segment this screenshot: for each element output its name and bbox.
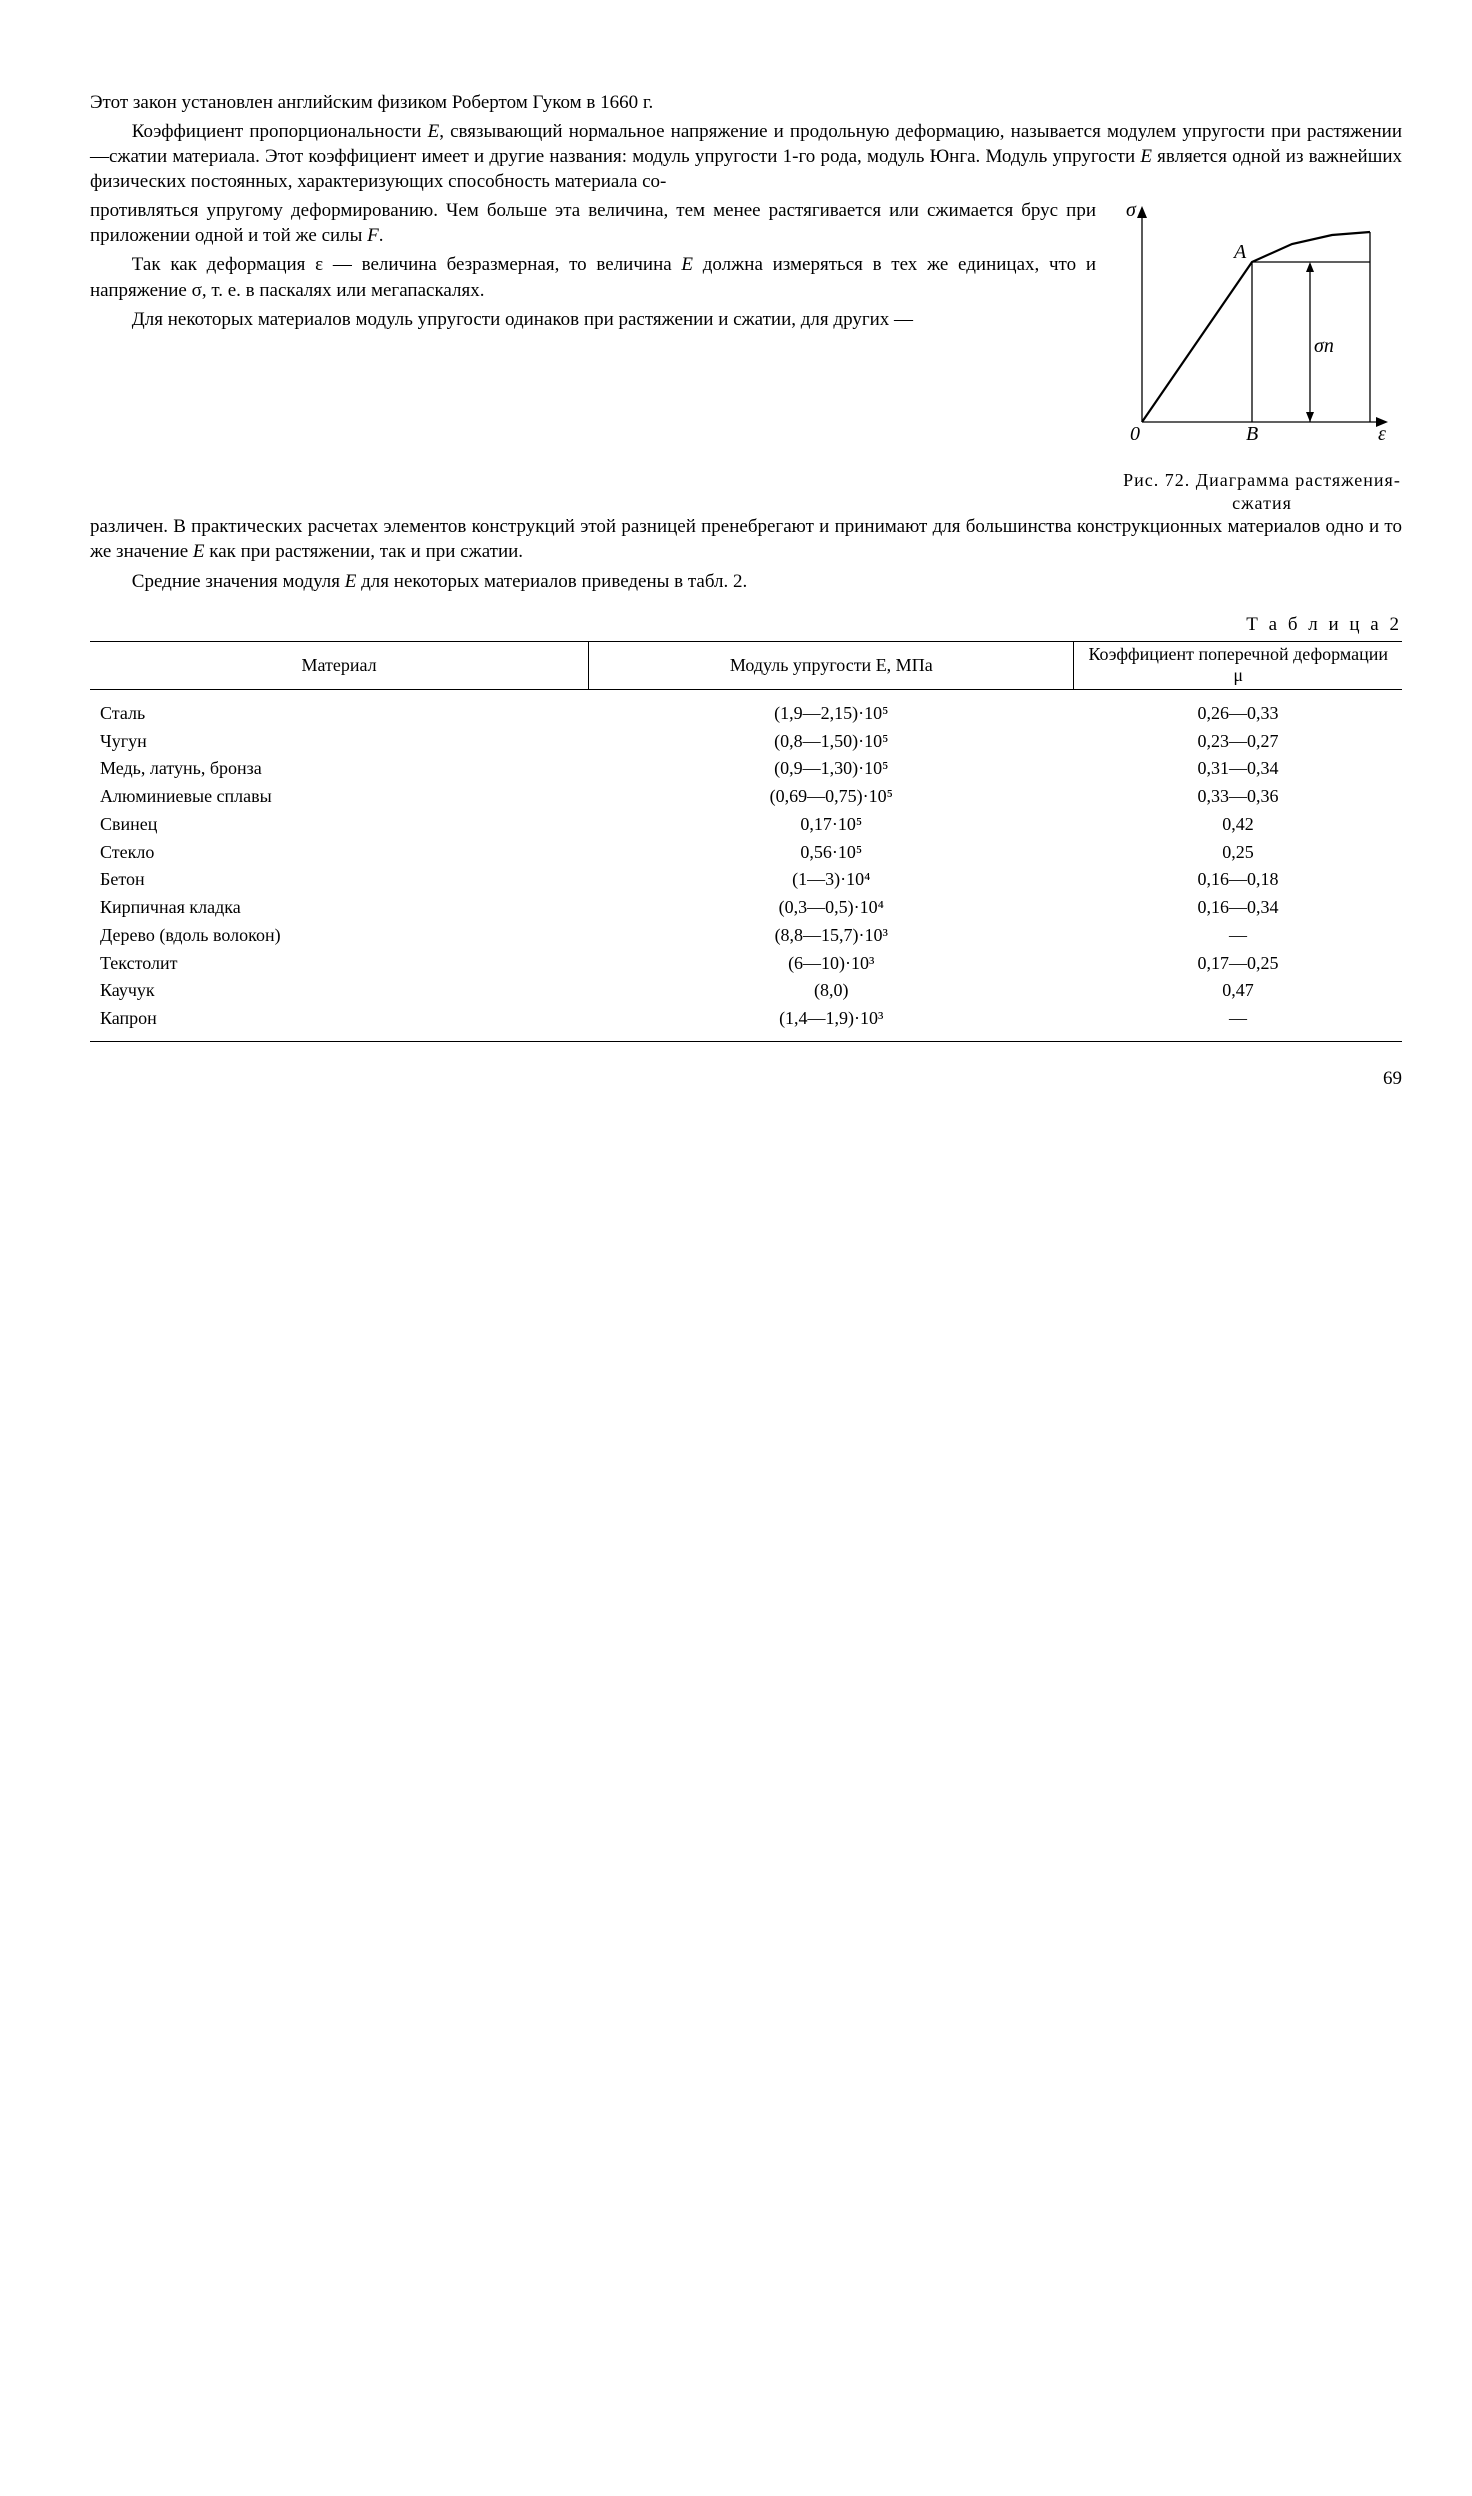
point-B-label: B [1246, 423, 1258, 445]
text: Так как деформация ε — величина безразме… [132, 254, 682, 275]
cell-material: Кирпичная кладка [90, 894, 589, 922]
table-row: Стекло0,56·10⁵0,25 [90, 839, 1402, 867]
text: . [379, 225, 384, 246]
table-row: Алюминиевые сплавы(0,69—0,75)·10⁵0,33—0,… [90, 783, 1402, 811]
text: противляться упругому деформированию. Че… [90, 200, 1096, 246]
cell-mu: 0,26—0,33 [1074, 689, 1402, 727]
sigma-p-label: σп [1314, 335, 1334, 357]
para-2: Коэффициент пропорциональности E, связыв… [90, 119, 1402, 194]
table-row: Текстолит(6—10)·10³0,17—0,25 [90, 950, 1402, 978]
point-A-label: A [1232, 241, 1247, 263]
th-mu: Коэффициент поперечной деформации μ [1074, 641, 1402, 689]
cell-modulus: (8,0) [589, 977, 1074, 1005]
cell-modulus: (1—3)·10⁴ [589, 866, 1074, 894]
table-row: Капрон(1,4—1,9)·10³— [90, 1005, 1402, 1041]
cell-mu: 0,42 [1074, 811, 1402, 839]
table-row: Чугун(0,8—1,50)·10⁵0,23—0,27 [90, 728, 1402, 756]
origin-label: 0 [1130, 423, 1140, 445]
table-row: Каучук(8,0)0,47 [90, 977, 1402, 1005]
text: как при растяжении, так и при сжатии. [205, 541, 524, 562]
cell-mu: 0,23—0,27 [1074, 728, 1402, 756]
text-and-figure-row: противляться упругому деформированию. Че… [90, 198, 1402, 514]
cell-mu: 0,16—0,18 [1074, 866, 1402, 894]
cell-material: Медь, латунь, бронза [90, 755, 589, 783]
para-wrap-2: Так как деформация ε — величина безразме… [90, 252, 1096, 302]
axis-label-sigma: σ [1126, 202, 1137, 221]
figure-caption: Рис. 72. Диаграмма растяжения-сжатия [1122, 469, 1402, 514]
symbol-E: E [345, 571, 357, 592]
stress-strain-diagram: σ ε 0 A B σп [1122, 202, 1392, 452]
page-root: Этот закон установлен английским физиком… [90, 90, 1402, 1091]
cell-modulus: (0,69—0,75)·10⁵ [589, 783, 1074, 811]
text: Коэффициент пропорциональности [132, 121, 428, 142]
symbol-E: E [193, 541, 205, 562]
materials-table: Материал Модуль упругости E, МПа Коэффиц… [90, 641, 1402, 1042]
cell-mu: — [1074, 1005, 1402, 1041]
cell-material: Дерево (вдоль волокон) [90, 922, 589, 950]
table-row: Бетон(1—3)·10⁴0,16—0,18 [90, 866, 1402, 894]
cell-modulus: (0,8—1,50)·10⁵ [589, 728, 1074, 756]
cell-mu: — [1074, 922, 1402, 950]
symbol-E: E [1140, 146, 1152, 167]
symbol-E: E [681, 254, 693, 275]
cell-mu: 0,16—0,34 [1074, 894, 1402, 922]
cell-modulus: 0,56·10⁵ [589, 839, 1074, 867]
cell-material: Сталь [90, 689, 589, 727]
cell-modulus: 0,17·10⁵ [589, 811, 1074, 839]
cell-modulus: (8,8—15,7)·10³ [589, 922, 1074, 950]
th-modulus: Модуль упругости E, МПа [589, 641, 1074, 689]
cell-material: Стекло [90, 839, 589, 867]
cell-modulus: (0,3—0,5)·10⁴ [589, 894, 1074, 922]
table-row: Сталь(1,9—2,15)·10⁵0,26—0,33 [90, 689, 1402, 727]
cell-mu: 0,31—0,34 [1074, 755, 1402, 783]
cell-material: Текстолит [90, 950, 589, 978]
table-row: Дерево (вдоль волокон)(8,8—15,7)·10³— [90, 922, 1402, 950]
axis-label-eps: ε [1378, 423, 1386, 445]
cell-mu: 0,25 [1074, 839, 1402, 867]
table-row: Медь, латунь, бронза(0,9—1,30)·10⁵0,31—0… [90, 755, 1402, 783]
wrapped-text-col: противляться упругому деформированию. Че… [90, 198, 1096, 335]
para-4: Средние значения модуля E для некоторых … [90, 569, 1402, 594]
cell-mu: 0,33—0,36 [1074, 783, 1402, 811]
table-row: Свинец0,17·10⁵0,42 [90, 811, 1402, 839]
cell-material: Каучук [90, 977, 589, 1005]
page-number: 69 [90, 1066, 1402, 1091]
para-wrap-3: Для некоторых материалов модуль упругост… [90, 307, 1096, 332]
th-material: Материал [90, 641, 589, 689]
symbol-F: F [367, 225, 379, 246]
cell-modulus: (6—10)·10³ [589, 950, 1074, 978]
cell-modulus: (0,9—1,30)·10⁵ [589, 755, 1074, 783]
cell-material: Капрон [90, 1005, 589, 1041]
cell-modulus: (1,4—1,9)·10³ [589, 1005, 1074, 1041]
cell-modulus: (1,9—2,15)·10⁵ [589, 689, 1074, 727]
cell-mu: 0,47 [1074, 977, 1402, 1005]
cell-mu: 0,17—0,25 [1074, 950, 1402, 978]
text: для некоторых материалов приведены в таб… [356, 571, 747, 592]
table-label: Т а б л и ц а 2 [90, 612, 1402, 637]
table-row: Кирпичная кладка(0,3—0,5)·10⁴0,16—0,34 [90, 894, 1402, 922]
cell-material: Бетон [90, 866, 589, 894]
cell-material: Чугун [90, 728, 589, 756]
para-wrap-1: противляться упругому деформированию. Че… [90, 198, 1096, 248]
text: Средние значения модуля [132, 571, 345, 592]
cell-material: Алюминиевые сплавы [90, 783, 589, 811]
figure-col: σ ε 0 A B σп Рис. 72. Диаграмма растяжен… [1122, 198, 1402, 514]
para-1: Этот закон установлен английским физиком… [90, 90, 1402, 115]
symbol-E: E [428, 121, 440, 142]
para-3: различен. В практических расчетах элемен… [90, 514, 1402, 564]
cell-material: Свинец [90, 811, 589, 839]
table-body: Сталь(1,9—2,15)·10⁵0,26—0,33Чугун(0,8—1,… [90, 689, 1402, 1041]
